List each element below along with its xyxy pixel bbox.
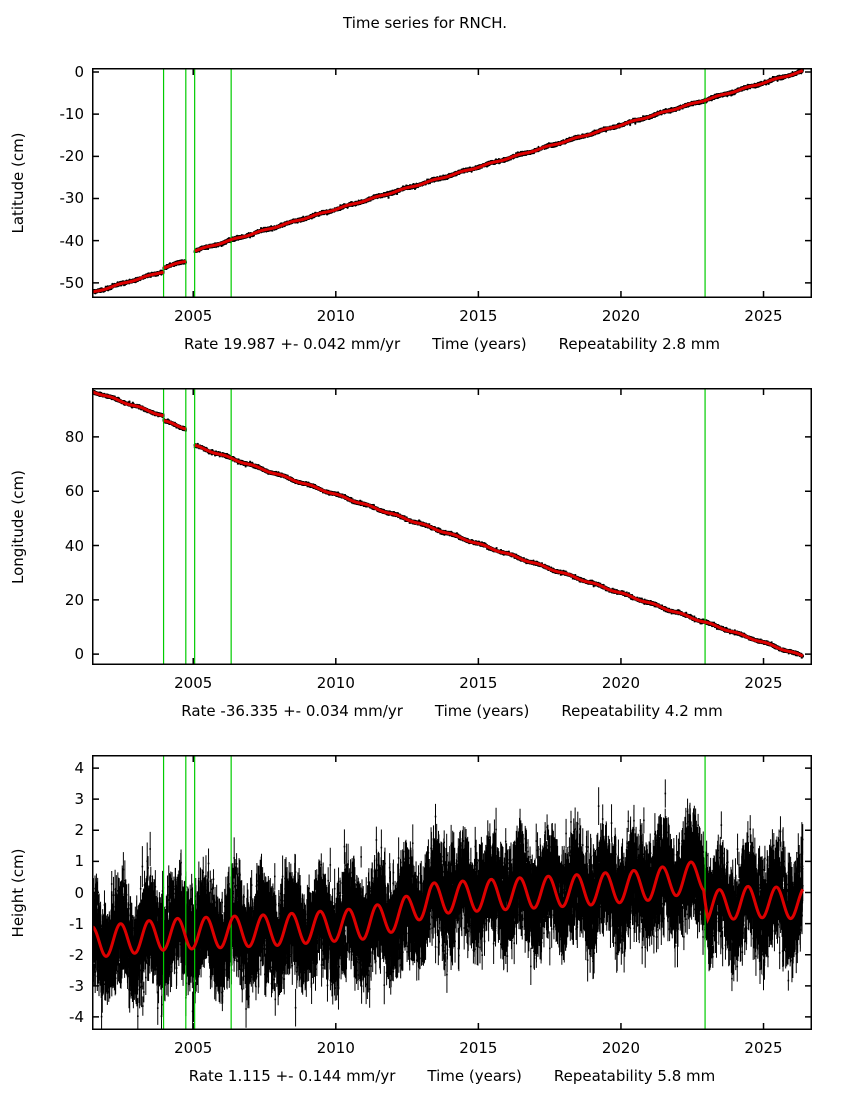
y-tick-label: -2 — [69, 945, 84, 964]
x-tick-label: 2015 — [459, 674, 498, 692]
latitude-repeatability-label: Repeatability 2.8 mm — [558, 335, 721, 353]
x-tick-label: 2025 — [744, 674, 783, 692]
latitude-caption: Rate 19.987 +- 0.042 mm/yr Time (years) … — [92, 335, 812, 353]
y-tick-label: 1 — [74, 852, 84, 871]
longitude-caption: Rate -36.335 +- 0.034 mm/yr Time (years)… — [92, 702, 812, 720]
y-tick-label: -30 — [59, 189, 85, 208]
y-tick-label: -1 — [69, 914, 84, 933]
height-rate-label: Rate 1.115 +- 0.144 mm/yr — [188, 1067, 396, 1085]
y-tick-label: -4 — [69, 1007, 84, 1026]
height-caption: Rate 1.115 +- 0.144 mm/yr Time (years) R… — [92, 1067, 812, 1085]
y-tick-label: -10 — [59, 105, 85, 124]
y-tick-label: 40 — [64, 536, 84, 555]
x-tick-label: 2005 — [174, 1039, 213, 1057]
x-tick-label: 2005 — [174, 674, 213, 692]
y-tick-label: 0 — [74, 883, 84, 902]
page-title: Time series for RNCH. — [343, 14, 507, 32]
y-tick-label: -20 — [59, 147, 85, 166]
y-tick-label: 60 — [64, 482, 84, 501]
x-tick-label: 2015 — [459, 1039, 498, 1057]
y-tick-label: -40 — [59, 231, 85, 250]
latitude-rate-label: Rate 19.987 +- 0.042 mm/yr — [183, 335, 401, 353]
x-tick-label: 2020 — [601, 1039, 641, 1057]
y-tick-label: -3 — [69, 976, 84, 995]
height-x-axis-title: Time (years) — [427, 1067, 522, 1085]
y-tick-label: 0 — [74, 645, 84, 664]
x-tick-label: 2025 — [744, 1039, 783, 1057]
height-plot-canvas — [92, 755, 812, 1030]
x-tick-label: 2020 — [601, 674, 641, 692]
longitude-repeatability-label: Repeatability 4.2 mm — [561, 702, 723, 720]
x-tick-label: 2005 — [174, 307, 213, 325]
x-tick-label: 2015 — [459, 307, 498, 325]
x-tick-label: 2025 — [744, 307, 783, 325]
y-tick-label: -50 — [59, 273, 85, 292]
y-tick-label: 3 — [74, 790, 84, 809]
x-tick-label: 2010 — [316, 1039, 355, 1057]
y-tick-label: 4 — [74, 759, 84, 778]
x-tick-label: 2020 — [601, 307, 641, 325]
x-tick-label: 2010 — [316, 307, 355, 325]
y-tick-label: 20 — [64, 590, 84, 609]
latitude-plot-canvas — [92, 68, 812, 298]
y-tick-label: 0 — [74, 63, 84, 82]
longitude-rate-label: Rate -36.335 +- 0.034 mm/yr — [181, 702, 403, 720]
latitude-x-axis-title: Time (years) — [432, 335, 527, 353]
x-tick-label: 2010 — [316, 674, 355, 692]
y-tick-label: 2 — [74, 821, 84, 840]
y-tick-label: 80 — [64, 427, 84, 446]
longitude-plot-canvas — [92, 388, 812, 665]
height-repeatability-label: Repeatability 5.8 mm — [553, 1067, 716, 1085]
longitude-x-axis-title: Time (years) — [434, 702, 530, 720]
